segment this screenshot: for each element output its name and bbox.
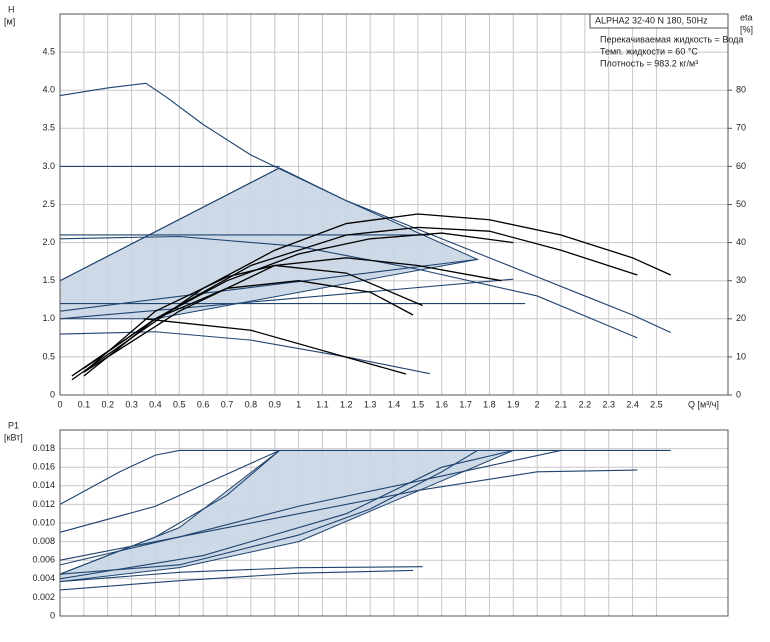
y2-tick-label: 60: [736, 161, 746, 171]
x-tick-label: 1.7: [459, 399, 472, 409]
y-tick-label: 0.5: [42, 351, 55, 361]
y-tick-label: 1.5: [42, 275, 55, 285]
y2-tick-label: 0: [736, 389, 741, 399]
y2-tick-label: 30: [736, 275, 746, 285]
x-tick-label: 0.9: [268, 399, 281, 409]
y-tick-label: 0: [50, 610, 55, 620]
x-tick-label: 2: [535, 399, 540, 409]
curve: [59, 566, 423, 583]
y2-tick-label: 50: [736, 199, 746, 209]
area: [59, 167, 480, 320]
x-tick-label: 0.7: [221, 399, 234, 409]
x-tick-label: 2.5: [650, 399, 663, 409]
x-tick-label: 0.6: [197, 399, 210, 409]
curve: [59, 450, 280, 575]
x-tick-label: 0.3: [125, 399, 138, 409]
y-label: P1: [8, 420, 19, 430]
x-tick-label: 1.2: [340, 399, 353, 409]
y-unit: [кВт]: [4, 432, 23, 442]
x-tick-label: 2.1: [555, 399, 568, 409]
x-tick-label: 2.2: [579, 399, 592, 409]
y2-tick-label: 10: [736, 351, 746, 361]
curve: [59, 82, 671, 334]
x-tick-label: 0.4: [149, 399, 162, 409]
curve: [143, 318, 407, 375]
title-box: [589, 13, 729, 29]
y-tick-label: 4.5: [42, 46, 55, 56]
x-tick-label: 0.8: [245, 399, 258, 409]
chart-title: ALPHA2 32-40 N 180, 50Hz: [595, 15, 708, 25]
y2-tick-label: 20: [736, 313, 746, 323]
curve: [59, 331, 430, 375]
y-tick-label: 3.5: [42, 123, 55, 133]
curve: [83, 264, 423, 373]
x-tick-label: 0: [57, 399, 62, 409]
y2-tick-label: 70: [736, 123, 746, 133]
y-tick-label: 0.006: [32, 555, 55, 565]
annotation: Плотность = 983.2 кг/м³: [600, 58, 698, 68]
curve: [59, 449, 280, 533]
curve: [59, 469, 638, 566]
curve: [83, 280, 414, 377]
curve: [59, 258, 478, 312]
y2-tick-label: 40: [736, 237, 746, 247]
y-tick-label: 3.0: [42, 161, 55, 171]
curve: [59, 449, 671, 505]
x-tick-label: 1.3: [364, 399, 377, 409]
y-tick-label: 0.018: [32, 443, 55, 453]
y-tick-label: 0.016: [32, 462, 55, 472]
y-tick-label: 2.0: [42, 237, 55, 247]
x-tick-label: 2.3: [602, 399, 615, 409]
curve: [59, 449, 514, 580]
x-tick-label: 0.1: [78, 399, 91, 409]
plot-frame: [59, 13, 729, 396]
y-tick-label: 0.008: [32, 536, 55, 546]
y-tick-label: 0.002: [32, 592, 55, 602]
x-tick-label: 1.6: [435, 399, 448, 409]
curve: [59, 235, 638, 339]
curve: [59, 167, 280, 282]
y-tick-label: 2.5: [42, 199, 55, 209]
x-tick-label: 0.2: [101, 399, 114, 409]
y2-unit: [%]: [740, 24, 753, 34]
x-tick-label: 1.5: [412, 399, 425, 409]
curve: [59, 449, 478, 575]
x-tick-label: 2.4: [626, 399, 639, 409]
y-tick-label: 1.0: [42, 313, 55, 323]
annotation: Темп. жидкости = 60 °C: [600, 46, 698, 56]
annotation: Перекачиваемая жидкость = Вода: [600, 34, 743, 44]
x-tick-label: 0.5: [173, 399, 186, 409]
x-tick-label: 1.8: [483, 399, 496, 409]
plot-frame: [59, 429, 729, 617]
x-label: Q [м³/ч]: [688, 399, 719, 409]
x-tick-label: 1.4: [388, 399, 401, 409]
y2-tick-label: 80: [736, 85, 746, 95]
y-label: H: [8, 4, 15, 14]
y-tick-label: 0: [50, 389, 55, 399]
y-tick-label: 0.004: [32, 573, 55, 583]
y-unit: [м]: [4, 16, 15, 26]
x-tick-label: 1.1: [316, 399, 329, 409]
curve: [59, 278, 514, 320]
curve: [59, 569, 414, 591]
x-tick-label: 1.9: [507, 399, 520, 409]
y-tick-label: 0.012: [32, 499, 55, 509]
y-tick-label: 4.0: [42, 85, 55, 95]
curve: [59, 449, 562, 561]
y2-label: eta: [740, 12, 753, 22]
y-tick-label: 0.014: [32, 480, 55, 490]
x-tick-label: 1: [296, 399, 301, 409]
y-tick-label: 0.010: [32, 517, 55, 527]
